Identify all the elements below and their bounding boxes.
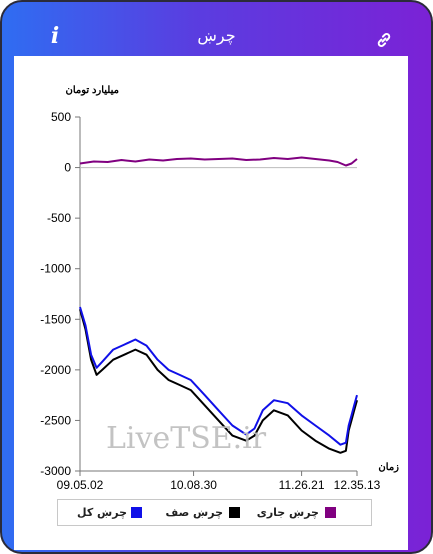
- legend-item-total[interactable]: چرښ کل: [77, 506, 127, 519]
- y-tick-label: -1500: [40, 312, 71, 326]
- x-axis-label: زمان: [378, 462, 399, 473]
- y-tick-label: -1000: [40, 262, 71, 276]
- series-line-current: [79, 156, 358, 167]
- chart-legend: چرښ جاری چرښ صف چرښ کل: [57, 499, 372, 526]
- y-tick-label: -2500: [40, 413, 71, 427]
- page-title: چرښ: [197, 26, 236, 45]
- watermark: LiveTSE.ir: [106, 421, 267, 456]
- header-bar: i چرښ: [2, 2, 431, 56]
- legend-item-current[interactable]: چرښ جاری: [256, 506, 319, 519]
- y-tick-label: 0: [64, 161, 71, 175]
- line-chart: میلیارد تومان زمان 500 0 -500 -1000 -1500 -20…: [40, 85, 399, 492]
- legend-swatch-total: [131, 507, 142, 518]
- x-tick-label: 09.05.02: [57, 478, 104, 492]
- y-tick-label: -500: [47, 211, 71, 225]
- y-axis-label: میلیارد تومان: [65, 85, 119, 96]
- x-tick-label: 10.08.30: [170, 478, 217, 492]
- y-tick-label: 500: [51, 110, 71, 124]
- legend-swatch-queue: [229, 507, 240, 518]
- link-icon[interactable]: [375, 31, 393, 49]
- legend-swatch-current: [325, 507, 336, 518]
- info-icon[interactable]: i: [50, 23, 60, 49]
- legend-item-queue[interactable]: چرښ صف: [165, 506, 223, 519]
- series-line-total: [79, 306, 358, 446]
- y-tick-label: -3000: [40, 464, 71, 478]
- x-tick-label: 11.26.21: [279, 478, 325, 492]
- x-tick-label: 12.35.13: [334, 478, 381, 492]
- y-tick-label: -2000: [40, 363, 71, 377]
- series-line-queue: [79, 308, 358, 454]
- chart-panel: میلیارد تومان زمان 500 0 -500 -1000 -1500 -20…: [14, 56, 408, 550]
